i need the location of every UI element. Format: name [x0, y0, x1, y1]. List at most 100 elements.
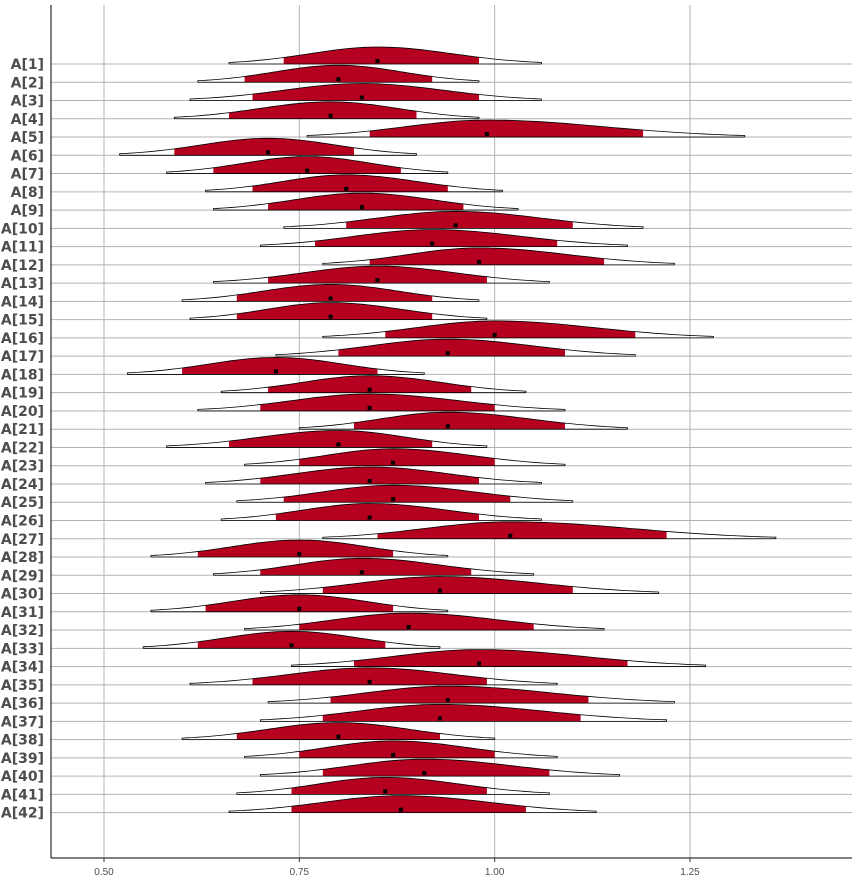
ridge-fill: [283, 47, 479, 64]
ridge-outline: [259, 704, 667, 722]
ridge-outline: [259, 229, 628, 247]
y-tick-label: A[6]: [11, 148, 44, 164]
median-point: [508, 533, 513, 538]
median-point: [375, 59, 380, 63]
ridge-outline: [181, 284, 480, 302]
ridge-outline: [275, 338, 636, 357]
median-point: [359, 570, 364, 575]
ridges: [119, 46, 777, 814]
ridge-fill: [330, 686, 589, 704]
ridge-fill: [354, 649, 628, 667]
median-point: [445, 351, 450, 356]
y-tick-label: A[38]: [1, 733, 44, 749]
y-tick-label: A[31]: [1, 605, 44, 621]
ridge-fill: [260, 558, 472, 576]
median-point: [359, 95, 364, 100]
ridge-outline: [220, 375, 527, 393]
y-tick-label: A[21]: [1, 422, 44, 438]
ridge-outline: [173, 101, 480, 119]
ridge-outline: [228, 795, 597, 813]
y-tick-label: A[5]: [11, 130, 44, 146]
median-point: [375, 278, 380, 283]
y-tick-label: A[36]: [1, 696, 44, 712]
y-tick-label: A[25]: [1, 495, 44, 511]
y-tick-label: A[37]: [1, 714, 44, 730]
ridge-outline: [189, 667, 558, 685]
median-point: [297, 606, 302, 611]
median-point: [328, 314, 333, 319]
ridge-fill: [299, 740, 495, 758]
ridge-fill: [385, 320, 636, 338]
ridge-fill: [229, 430, 433, 448]
y-tick-label: A[11]: [1, 240, 44, 256]
x-tick-label: 0.50: [94, 867, 114, 878]
median-point: [367, 515, 372, 520]
median-point: [422, 771, 427, 776]
ridge-fill: [182, 357, 378, 375]
median-point: [391, 497, 396, 502]
ridge-fill: [338, 339, 565, 357]
ridge-fill: [197, 631, 386, 649]
ridge-outline: [244, 740, 558, 758]
ridge-fill: [299, 448, 495, 466]
ridge-outline: [228, 46, 542, 64]
x-ticks: 0.50 0.75 1.00 1.25: [94, 858, 700, 878]
y-tick-label: A[39]: [1, 751, 44, 767]
ridge-fill: [283, 485, 511, 503]
axes: [50, 5, 852, 859]
y-tick-label: A[1]: [11, 57, 44, 73]
y-tick-label: A[9]: [11, 203, 44, 219]
ridge-outline: [322, 247, 675, 265]
ridge-outline: [181, 722, 496, 740]
median-point: [305, 168, 310, 173]
ridge-outline: [244, 448, 566, 466]
median-point: [477, 661, 482, 666]
ridge-fill: [346, 211, 573, 229]
y-tick-label: A[7]: [11, 167, 44, 183]
ridge-outline: [267, 685, 675, 704]
median-point: [445, 424, 450, 429]
ridge-fill: [205, 594, 394, 612]
ridge-fill: [322, 576, 573, 594]
ridge-outline: [166, 430, 488, 448]
y-tick-label: A[16]: [1, 331, 44, 347]
median-point: [359, 205, 364, 210]
ridge-outline: [213, 557, 535, 576]
y-tick-label: A[22]: [1, 440, 44, 456]
x-tick-label: 1.00: [485, 867, 505, 878]
ridge-outline: [259, 576, 660, 594]
ridge-outline: [213, 192, 519, 211]
y-tick-label: A[34]: [1, 660, 44, 676]
y-tick-label: A[20]: [1, 404, 44, 420]
ridge-outline: [298, 411, 628, 430]
ridge-outline: [197, 393, 566, 411]
ridge-fill: [236, 722, 440, 740]
y-tick-label: A[18]: [1, 367, 44, 383]
y-tick-label: A[30]: [1, 587, 44, 603]
median-point: [297, 552, 302, 557]
median-point: [336, 77, 341, 82]
ridge-fill: [268, 193, 464, 211]
ridge-outline: [322, 320, 714, 338]
y-tick-label: A[14]: [1, 294, 44, 310]
ridge-fill: [369, 247, 605, 265]
ridge-outline: [197, 64, 480, 83]
ridge-fill: [291, 795, 526, 813]
y-tick-label: A[35]: [1, 678, 44, 694]
median-point: [391, 460, 396, 465]
ridge-outline: [189, 302, 488, 320]
y-tick-label: A[10]: [1, 221, 44, 237]
median-point: [383, 789, 388, 794]
median-point: [445, 698, 450, 703]
y-tick-label: A[15]: [1, 313, 44, 329]
x-tick-label: 1.25: [680, 867, 700, 878]
median-point: [437, 588, 442, 593]
median-point: [437, 716, 442, 721]
ridge-outline: [150, 539, 449, 557]
ridge-fill: [174, 138, 354, 156]
y-tick-label: A[27]: [1, 532, 44, 548]
ridge-outline: [189, 83, 542, 101]
ridge-outline: [205, 174, 503, 192]
ridge-outline: [119, 137, 417, 156]
ridge-fill: [252, 83, 479, 101]
